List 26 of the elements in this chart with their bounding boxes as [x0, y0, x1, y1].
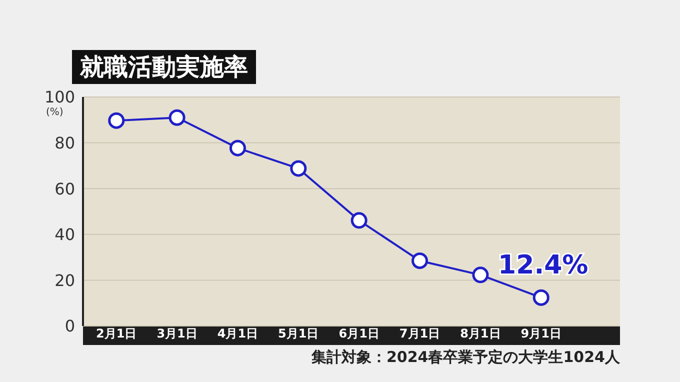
x-tick-label: 4月1日: [217, 326, 258, 341]
x-tick-label: 7月1日: [399, 326, 440, 341]
point: [412, 252, 428, 269]
x-tick-label: 3月1日: [156, 326, 198, 341]
y-tick-label: 60: [54, 179, 75, 198]
y-tick-label: 20: [54, 270, 75, 290]
x-tick-label: 2月1日: [96, 326, 137, 341]
y-tick-label: 100: [44, 88, 75, 107]
point: [168, 109, 186, 126]
point: [108, 112, 125, 129]
y-tick-label: 40: [54, 225, 75, 244]
point: [532, 289, 550, 306]
x-tick-label: 8月1日: [460, 326, 501, 341]
point: [472, 266, 489, 284]
point: [229, 140, 246, 156]
x-tick-label: 9月1日: [520, 326, 562, 341]
x-tick-label: 5月1日: [278, 326, 319, 341]
text: 集計対象：2024春卒業予定の大学生1024人: [312, 348, 620, 367]
point: [290, 160, 307, 177]
y-tick-label: 0: [64, 316, 75, 336]
y-tick-label: 80: [54, 133, 75, 152]
chart-title: 就職活動実施率: [72, 50, 256, 84]
point: [350, 212, 368, 229]
y-axis-title: (%): [46, 107, 64, 118]
data-label: 12.4%: [498, 250, 588, 281]
x-tick-label: 6月1日: [338, 326, 380, 341]
